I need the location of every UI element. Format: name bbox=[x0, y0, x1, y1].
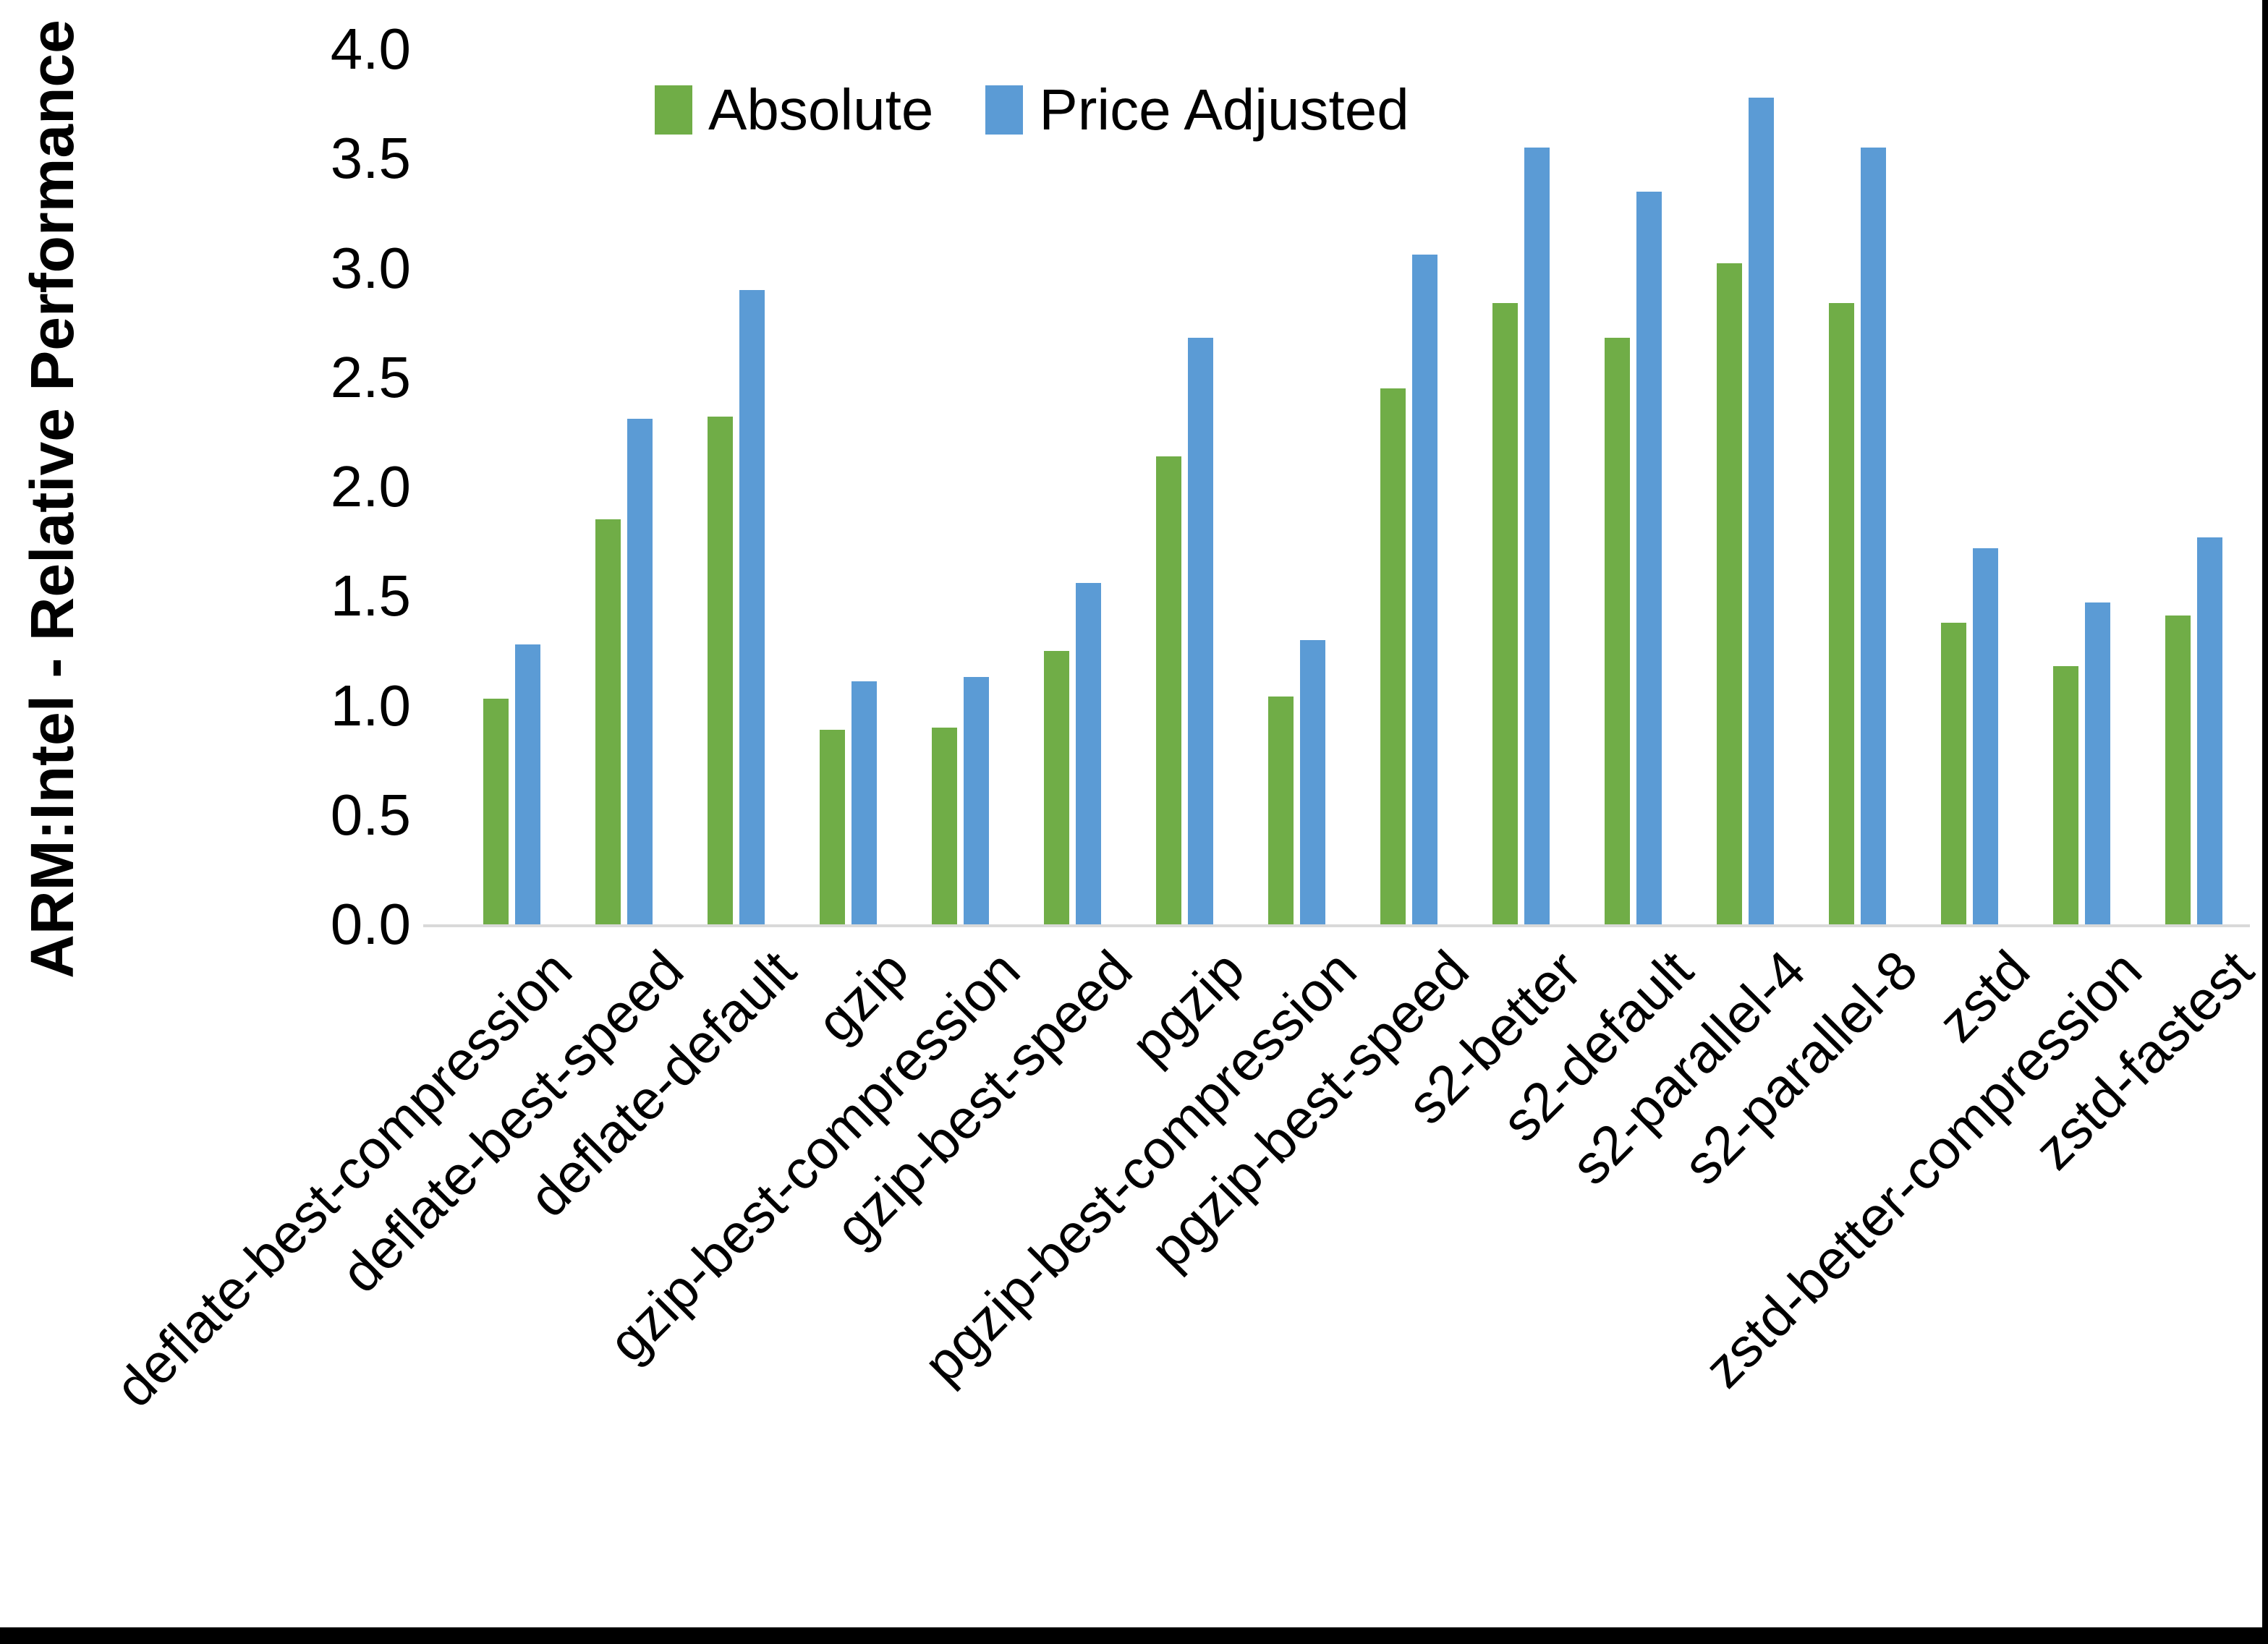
legend-label-absolute: Absolute bbox=[708, 77, 934, 142]
y-tick-label: 0.0 bbox=[330, 892, 411, 956]
bar bbox=[2165, 616, 2191, 924]
legend: Absolute Price Adjusted bbox=[655, 81, 1409, 139]
bar bbox=[1524, 148, 1550, 924]
bar bbox=[1268, 697, 1294, 924]
legend-item-price-adjusted: Price Adjusted bbox=[985, 81, 1409, 139]
right-frame-border bbox=[2262, 0, 2268, 1644]
bar-group bbox=[1689, 49, 1801, 924]
bar bbox=[1861, 148, 1886, 924]
bar bbox=[964, 677, 989, 924]
x-axis-line bbox=[423, 924, 2250, 927]
y-tick-label: 4.0 bbox=[330, 17, 411, 81]
legend-swatch-price-adjusted-icon bbox=[985, 85, 1024, 135]
bar-group bbox=[1241, 49, 1353, 924]
bar bbox=[2053, 666, 2078, 924]
y-tick-label: 1.0 bbox=[330, 673, 411, 738]
bar-group bbox=[904, 49, 1016, 924]
bar bbox=[1829, 303, 1854, 924]
legend-label-price-adjusted: Price Adjusted bbox=[1039, 77, 1409, 142]
y-tick-label: 3.5 bbox=[330, 126, 411, 191]
bar-group bbox=[792, 49, 904, 924]
y-tick-label: 0.5 bbox=[330, 782, 411, 847]
bar bbox=[1717, 263, 1742, 924]
bar-group bbox=[568, 49, 680, 924]
bar bbox=[1156, 456, 1181, 924]
bar-group bbox=[1016, 49, 1129, 924]
plot-area bbox=[456, 49, 2250, 924]
bar bbox=[820, 730, 845, 924]
bar bbox=[1492, 303, 1518, 924]
bar-group bbox=[456, 49, 568, 924]
y-axis-title: ARM:Intel - Relative Performance bbox=[18, 20, 86, 979]
bar bbox=[1188, 338, 1213, 924]
bar-group bbox=[2138, 49, 2250, 924]
bar bbox=[515, 644, 540, 924]
y-tick-label: 1.5 bbox=[330, 563, 411, 629]
bar-group bbox=[1129, 49, 1241, 924]
bar-group bbox=[2026, 49, 2138, 924]
bar bbox=[595, 519, 621, 924]
legend-swatch-absolute-icon bbox=[655, 85, 692, 135]
bar bbox=[1749, 98, 1774, 924]
bar-group bbox=[1353, 49, 1465, 924]
bar bbox=[1605, 338, 1630, 924]
bar bbox=[1044, 651, 1069, 924]
y-tick-label: 2.5 bbox=[330, 344, 411, 409]
bar bbox=[627, 419, 653, 924]
bar bbox=[2085, 602, 2110, 924]
bar-group bbox=[1914, 49, 2026, 924]
bar bbox=[739, 290, 765, 924]
bar-group bbox=[1465, 49, 1577, 924]
bar bbox=[1076, 583, 1101, 924]
bar-group bbox=[680, 49, 792, 924]
bar bbox=[483, 699, 509, 924]
legend-item-absolute: Absolute bbox=[655, 81, 933, 139]
bar bbox=[2197, 537, 2222, 924]
bar bbox=[1941, 623, 1966, 924]
bar bbox=[1973, 548, 1998, 924]
bar bbox=[1380, 388, 1406, 924]
bar bbox=[1636, 192, 1662, 924]
bottom-frame-border bbox=[0, 1627, 2268, 1644]
bar bbox=[851, 681, 877, 924]
bar bbox=[932, 728, 957, 924]
bar-group bbox=[1801, 49, 1914, 924]
y-tick-label: 2.0 bbox=[330, 454, 411, 519]
bar bbox=[1412, 255, 1437, 924]
y-tick-label: 3.0 bbox=[330, 235, 411, 300]
bar bbox=[1300, 640, 1325, 924]
bar bbox=[708, 417, 733, 924]
bar-group bbox=[1577, 49, 1689, 924]
